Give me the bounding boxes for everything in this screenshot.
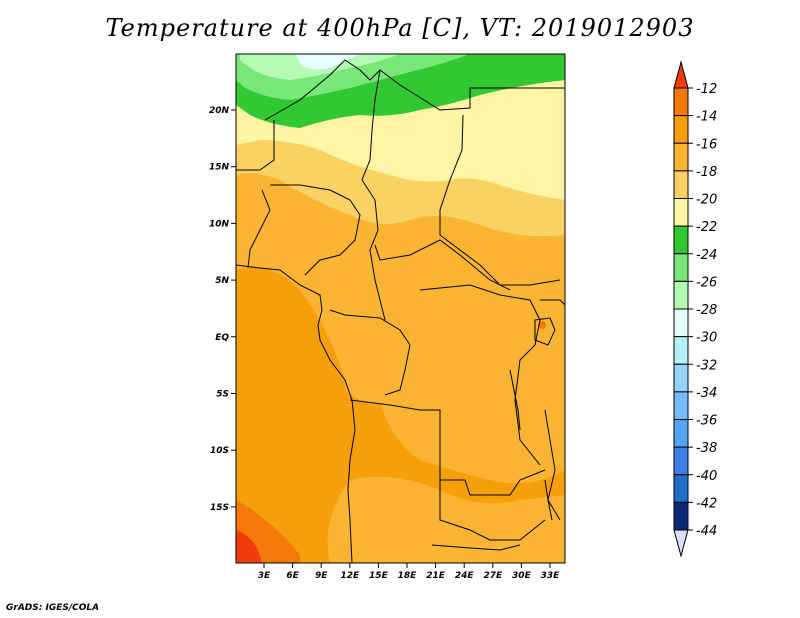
lon-tick-label: 6E [286,571,299,581]
colorbar-segment [673,225,689,255]
colorbar-segment [673,115,689,144]
colorbar-label: -16 [696,137,717,152]
colorbar: -12 -14 -16 -18 -20 -22 -24 -26 -28 -30 -32 -34 -36 -… [673,60,717,558]
border-north [264,59,565,121]
colorbar-label: -18 [696,165,717,180]
colorbar-label: -42 [696,496,717,511]
lat-tick-label: EQ [215,333,229,343]
lon-tick-label: 15E [369,571,389,581]
colorbar-label: -38 [696,441,717,456]
lat-tick-label: 5N [215,276,229,286]
colorbar-label: -30 [696,331,717,346]
field-band-14 [236,267,346,563]
colorbar-segment [673,363,689,393]
colorbar-label: -32 [696,358,717,373]
colorbar-label: -44 [696,524,717,539]
colorbar-label: -26 [696,275,717,290]
lat-tick-label: 20N [209,106,230,116]
colorbar-label: -34 [696,386,717,401]
colorbar-label: -24 [696,248,717,263]
colorbar-segment [673,253,689,282]
colorbar-segment [673,170,689,199]
lake-tanganyika [509,369,521,431]
lon-tick-label: 33E [541,571,561,581]
lat-tick-label: 5S [216,390,229,400]
border-sudan [439,114,561,286]
colorbar-segment [673,336,689,365]
political-boundaries [236,59,565,563]
colorbar-bottom-arrow [673,529,689,558]
colorbar-segment [673,419,689,448]
field-band-10 [236,530,262,563]
lon-tick-label: 12E [340,571,360,581]
lat-tick-label: 10S [210,446,229,456]
lake-malawi [544,479,553,521]
border-congo [329,309,411,396]
lake-victoria [534,317,556,346]
border-nigeria [270,184,361,276]
lon-tick-label: 27E [483,571,503,581]
border-nigeria-w [247,189,271,269]
colorbar-label: -28 [696,303,717,318]
map-title: Temperature at 400hPa [C], VT: 201901290… [105,14,695,42]
border-drc-east [419,284,541,466]
lon-tick-label: 18E [398,571,418,581]
field-spot [538,321,546,329]
coastline [236,264,356,563]
border-niger [236,120,275,171]
longitude-axis: 3E 6E 9E 12E 15E 18E 21E 24E 27E 30E 33E [258,563,560,581]
colorbar-segment [673,474,689,503]
latitude-axis: 20N 15N 10N 5N EQ 5S 10S 15S [209,106,236,513]
colorbar-label: -40 [696,469,717,484]
colorbar-label: -20 [696,193,717,208]
border-zimbabwe [431,544,521,551]
lat-tick-label: 15S [210,503,229,513]
lon-tick-label: 30E [512,571,532,581]
colorbar-label: -12 [696,82,717,97]
border-zambia [439,480,546,541]
temperature-field [236,54,565,563]
border-drc-south [349,399,546,496]
colorbar-label: -36 [696,414,717,429]
lat-tick-label: 15N [209,163,230,173]
lat-tick-label: 10N [209,219,230,229]
border-kenya [540,299,565,306]
field-band-28 [295,54,360,70]
colorbar-segment [673,446,689,476]
border-chad [361,69,386,321]
colorbar-segment [673,501,689,531]
colorbar-segment [673,142,689,172]
colorbar-segment [673,308,689,338]
grads-credit: GrADS: IGES/COLA [6,603,100,613]
colorbar-segment [673,198,689,227]
colorbar-top-arrow [673,60,689,89]
border-car [374,239,511,291]
colorbar-label: -14 [696,110,717,125]
lon-tick-label: 3E [258,571,271,581]
colorbar-label: -22 [696,220,717,235]
border-malawi [544,409,561,521]
colorbar-segment [673,87,689,117]
map-frame [235,53,566,564]
lon-tick-label: 24E [455,571,475,581]
field-band-16c [327,476,565,563]
lon-tick-label: 9E [315,571,328,581]
colorbar-segment [673,391,689,420]
field-band-16b [379,286,565,484]
lon-tick-label: 21E [426,571,446,581]
colorbar-segment [673,280,689,310]
